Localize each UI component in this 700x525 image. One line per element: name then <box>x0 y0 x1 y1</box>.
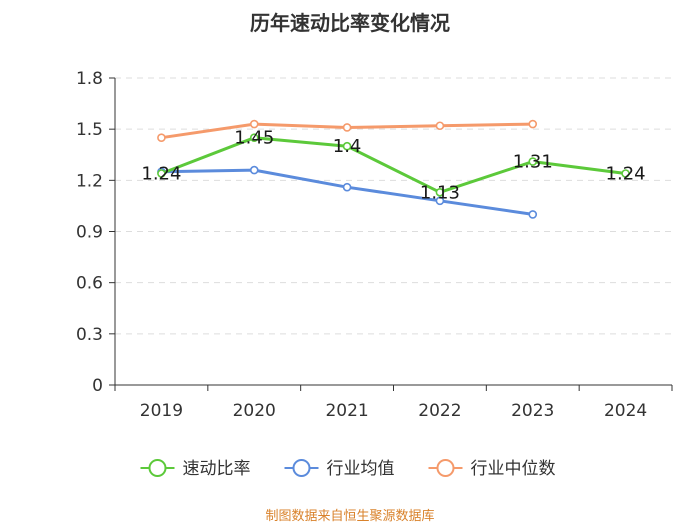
data-point <box>528 119 538 129</box>
y-tick-label: 0.3 <box>76 325 103 345</box>
data-point <box>621 169 630 178</box>
data-point <box>342 182 352 192</box>
legend-label: 行业中位数 <box>471 459 556 479</box>
data-point <box>435 187 445 197</box>
legend[interactable]: 速动比率 行业均值 行业中位数 <box>140 459 556 479</box>
y-tick-label: 0 <box>92 376 103 396</box>
y-tick-label: 0.6 <box>76 274 103 294</box>
data-point <box>249 165 259 175</box>
data-point <box>342 123 352 132</box>
data-point <box>157 169 166 178</box>
x-tick-label: 2022 <box>418 401 461 421</box>
y-tick-label: 1.2 <box>76 171 103 191</box>
legend-marker <box>436 459 455 477</box>
data-point <box>249 119 259 129</box>
axes: 0 0.3 0.6 0.9 1.2 1.5 1.8 2019 2020 2021 2022 2023 2… <box>76 69 673 421</box>
series-line-1 <box>160 136 626 194</box>
grid-lines <box>115 77 672 335</box>
x-tick-label: 2019 <box>140 401 183 421</box>
y-tick-label: 1.8 <box>76 69 103 89</box>
data-point <box>435 121 445 131</box>
data-point <box>435 196 445 206</box>
chart-title: 历年速动比率变化情况 <box>250 11 450 35</box>
data-point <box>249 133 259 142</box>
x-tick-label: 2021 <box>325 401 368 421</box>
y-tick-label: 1.5 <box>76 120 103 140</box>
data-labels: 1.24 1.45 1.4 1.13 1.31 1.24 <box>141 128 645 204</box>
data-label: 1.24 <box>141 164 181 185</box>
series-line-2 <box>161 168 534 216</box>
series-group <box>157 119 630 219</box>
data-point <box>157 133 166 142</box>
data-point <box>342 141 352 151</box>
source-note: 制图数据来自恒生聚源数据库 <box>265 508 434 524</box>
data-point <box>528 157 538 166</box>
legend-label: 速动比率 <box>183 459 251 479</box>
legend-item-3[interactable]: 行业中位数 <box>428 459 556 479</box>
data-label: 1.13 <box>420 182 460 203</box>
data-label: 1.4 <box>333 136 362 157</box>
legend-label: 行业均值 <box>327 459 395 479</box>
x-tick-label: 2024 <box>604 401 647 421</box>
legend-item-1[interactable]: 速动比率 <box>140 459 251 479</box>
data-label: 1.45 <box>234 128 274 149</box>
data-point <box>528 210 538 219</box>
x-tick-label: 2020 <box>233 401 276 421</box>
legend-marker <box>292 459 311 477</box>
x-tick-label: 2023 <box>511 401 554 421</box>
y-tick-label: 0.9 <box>76 223 103 243</box>
legend-marker <box>148 459 167 477</box>
data-label: 1.24 <box>606 164 646 185</box>
data-label: 1.31 <box>513 152 553 173</box>
legend-item-2[interactable]: 行业均值 <box>284 459 395 479</box>
